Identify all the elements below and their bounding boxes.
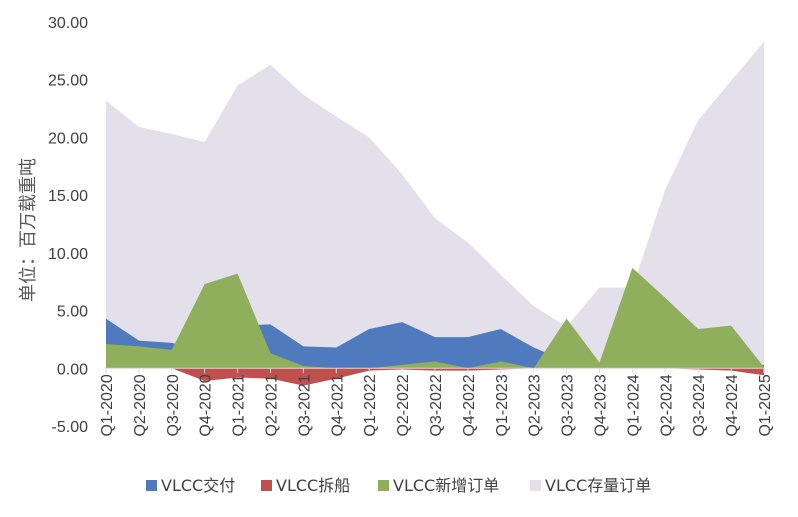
- legend-swatch: [530, 480, 541, 491]
- y-axis-label: 单位：百万载重吨: [18, 158, 39, 302]
- x-axis-ticks: Q1-2020 Q2-2020 Q3-2020 Q4-2020 Q1-2021 Q2-20…: [99, 374, 774, 436]
- y-tick-label: 5.00: [57, 304, 88, 321]
- x-tick-label: Q2-2024: [658, 374, 675, 436]
- y-tick-label: 20.00: [48, 130, 88, 147]
- x-tick-label: Q1-2023: [494, 374, 511, 436]
- x-tick-label: Q1-2025: [757, 374, 774, 436]
- legend-label: VLCC存量订单: [545, 476, 651, 495]
- x-tick-label: Q1-2022: [362, 374, 379, 436]
- x-tick-label: Q2-2020: [132, 374, 149, 436]
- x-tick-label: Q2-2021: [264, 374, 281, 436]
- x-tick-label: Q4-2022: [461, 374, 478, 436]
- x-tick-label: Q3-2021: [296, 374, 313, 436]
- x-tick-label: Q4-2021: [329, 374, 346, 436]
- x-tick-label: Q3-2024: [691, 374, 708, 436]
- legend-label: VLCC新增订单: [393, 476, 499, 495]
- legend-swatch: [146, 480, 157, 491]
- x-tick-label: Q2-2022: [395, 374, 412, 436]
- x-tick-label: Q4-2023: [593, 374, 610, 436]
- x-tick-label: Q4-2020: [198, 374, 215, 436]
- legend-swatch: [378, 480, 389, 491]
- x-tick-label: Q3-2023: [560, 374, 577, 436]
- y-tick-label: 25.00: [48, 73, 88, 90]
- area-series-0: [106, 41, 764, 369]
- legend-swatch: [261, 480, 272, 491]
- legend-label: VLCC拆船: [276, 476, 350, 495]
- x-tick-label: Q1-2020: [99, 374, 116, 436]
- legend-label: VLCC交付: [161, 476, 235, 495]
- y-tick-label: 30.00: [48, 15, 88, 32]
- x-tick-label: Q2-2023: [527, 374, 544, 436]
- area-series-3: [106, 267, 764, 369]
- x-tick-label: Q1-2024: [625, 374, 642, 436]
- y-tick-label: -5.00: [52, 419, 89, 436]
- y-tick-label: 15.00: [48, 188, 88, 205]
- x-tick-label: Q1-2021: [231, 374, 248, 436]
- y-axis-ticks: -5.00 0.00 5.00 10.00 15.00 20.00 25.00 30.00: [48, 15, 88, 436]
- x-tick-label: Q3-2022: [428, 374, 445, 436]
- x-tick-label: Q3-2020: [165, 374, 182, 436]
- y-tick-label: 10.00: [48, 246, 88, 263]
- chart-areas: [106, 41, 764, 386]
- legend: VLCC交付 VLCC拆船 VLCC新增订单 VLCC存量订单: [146, 476, 651, 495]
- y-tick-label: 0.00: [57, 361, 88, 378]
- x-axis: [105, 367, 765, 374]
- x-tick-label: Q4-2024: [724, 374, 741, 436]
